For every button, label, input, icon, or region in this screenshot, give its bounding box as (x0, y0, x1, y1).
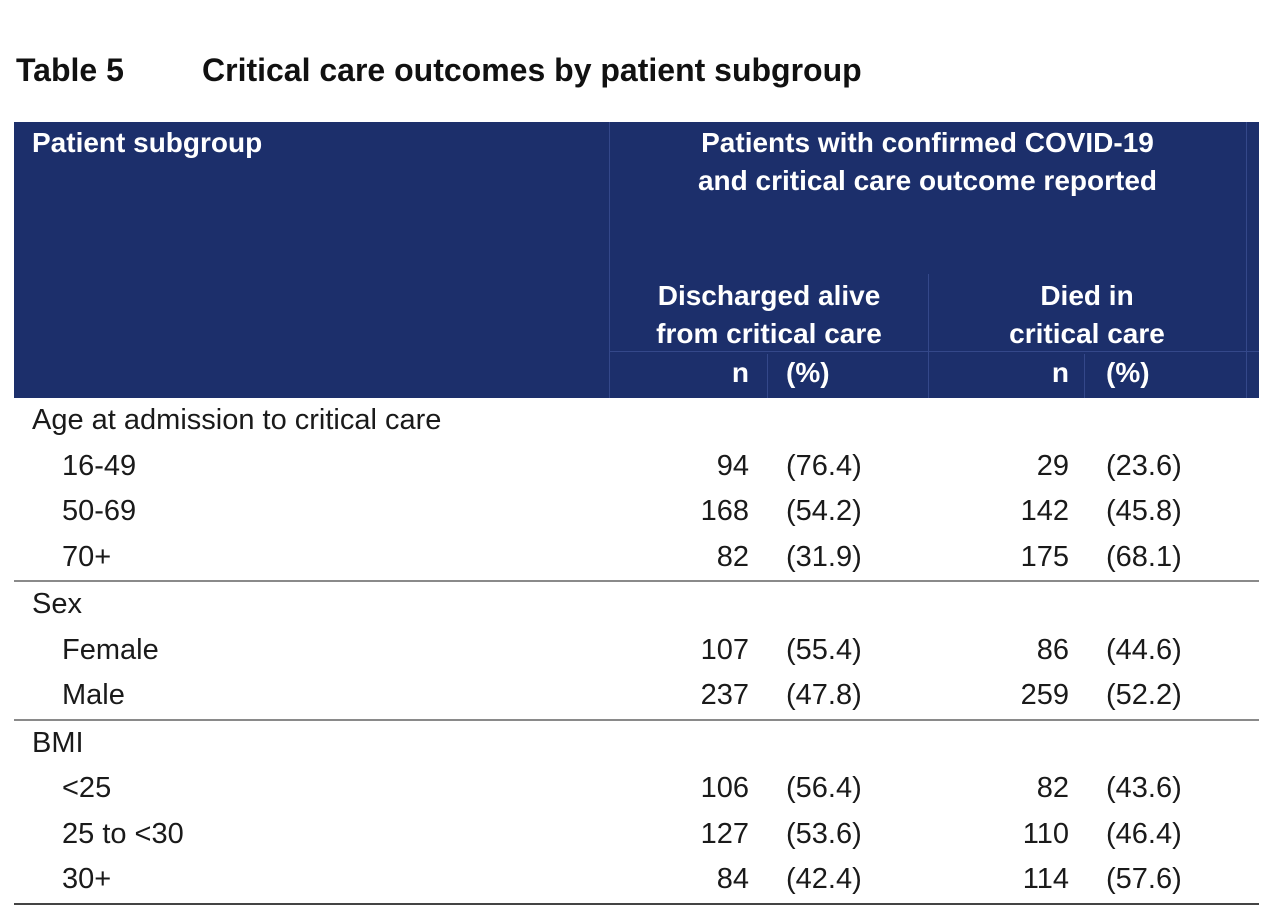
header-died-n: n (1051, 357, 1069, 388)
table-row: <25 106 (56.4) 82 (43.6) (14, 766, 1259, 812)
row-label: <25 (62, 772, 112, 804)
discharged-n-cell: 107 (700, 633, 749, 666)
table-row: 50-69 168 (54.2) 142 (45.8) (14, 489, 1259, 535)
died-pct-cell: (23.6) (1106, 449, 1182, 482)
table-row: 70+ 82 (31.9) 175 (68.1) (14, 535, 1259, 581)
table-bottom-rule (14, 902, 1259, 905)
header-divider (609, 351, 1259, 352)
row-label: 25 to <30 (62, 817, 184, 850)
died-pct-cell: (68.1) (1106, 540, 1182, 573)
discharged-n-cell: 237 (700, 679, 749, 711)
died-pct-cell: (57.6) (1106, 863, 1182, 895)
group-divider (14, 718, 1259, 721)
header-divider (767, 354, 768, 398)
header-divider (1246, 122, 1247, 398)
group-heading-row: Sex (14, 582, 1259, 628)
group-heading: Age at admission to critical care (32, 404, 442, 436)
group-heading-row: BMI (14, 721, 1259, 767)
discharged-pct-cell: (54.2) (786, 495, 862, 527)
died-n-cell: 86 (1036, 633, 1069, 666)
header-discharged-line1: Discharged alive (657, 280, 881, 311)
died-n-cell: 259 (1020, 679, 1069, 711)
header-patient-subgroup: Patient subgroup (32, 127, 263, 158)
discharged-n-cell: 127 (700, 817, 749, 850)
discharged-pct-cell: (31.9) (786, 540, 862, 573)
discharged-pct-cell: (76.4) (786, 449, 862, 482)
row-label: 30+ (62, 863, 112, 895)
group-heading: Sex (32, 588, 82, 620)
table-row: Male 237 (47.8) 259 (52.2) (14, 673, 1259, 719)
died-pct-cell: (46.4) (1106, 817, 1182, 850)
table-row: Female 107 (55.4) 86 (44.6) (14, 628, 1259, 674)
header-died-line1: Died in (1040, 280, 1134, 311)
row-label: 50-69 (62, 495, 137, 527)
died-pct-cell: (44.6) (1106, 633, 1182, 666)
header-discharged-line2: from critical care (656, 318, 882, 349)
table-number: Table 5 (16, 52, 124, 88)
row-label: Male (62, 679, 125, 711)
row-label: Female (62, 633, 159, 666)
discharged-n-cell: 168 (700, 495, 749, 527)
discharged-pct-cell: (55.4) (786, 633, 862, 666)
died-n-cell: 142 (1020, 495, 1069, 527)
header-divider (928, 274, 929, 398)
header-divider (1084, 354, 1085, 398)
discharged-n-cell: 82 (716, 540, 749, 573)
discharged-n-cell: 106 (700, 772, 749, 804)
died-n-cell: 110 (1022, 817, 1069, 850)
group-divider (14, 580, 1259, 582)
header-divider (609, 122, 610, 398)
died-n-cell: 82 (1036, 772, 1069, 804)
header-discharged-pct: (%) (786, 357, 830, 388)
discharged-pct-cell: (56.4) (786, 772, 862, 804)
table-row: 30+ 84 (42.4) 114 (57.6) (14, 857, 1259, 903)
died-pct-cell: (43.6) (1106, 772, 1182, 804)
row-label: 70+ (62, 540, 112, 573)
table-row: 25 to <30 127 (53.6) 110 (46.4) (14, 812, 1259, 858)
discharged-n-cell: 84 (716, 863, 749, 895)
discharged-pct-cell: (47.8) (786, 679, 862, 711)
discharged-pct-cell: (53.6) (786, 817, 862, 850)
row-label: 16-49 (62, 449, 137, 482)
group-heading: BMI (32, 726, 84, 759)
header-discharged-n: n (731, 357, 749, 388)
table-title: Critical care outcomes by patient subgro… (202, 52, 862, 88)
header-died-pct: (%) (1106, 357, 1150, 388)
table-caption: Table 5 Critical care outcomes by patient… (16, 52, 862, 89)
discharged-n-cell: 94 (716, 449, 749, 482)
died-pct-cell: (45.8) (1106, 495, 1182, 527)
discharged-pct-cell: (42.4) (786, 863, 862, 895)
table-header: Patient subgroup Patients with confirmed… (14, 122, 1259, 398)
header-died-line2: critical care (1009, 318, 1165, 349)
header-span-line1: Patients with confirmed COVID-19 (701, 127, 1154, 158)
table-row: 16-49 94 (76.4) 29 (23.6) (14, 444, 1259, 490)
died-n-cell: 114 (1022, 863, 1069, 895)
died-n-cell: 29 (1036, 449, 1069, 482)
header-span-line2: and critical care outcome reported (697, 165, 1158, 196)
table-body: Age at admission to critical care 16-49 … (14, 398, 1259, 905)
died-n-cell: 175 (1020, 540, 1069, 573)
group-heading-row: Age at admission to critical care (14, 398, 1259, 444)
died-pct-cell: (52.2) (1106, 679, 1182, 711)
